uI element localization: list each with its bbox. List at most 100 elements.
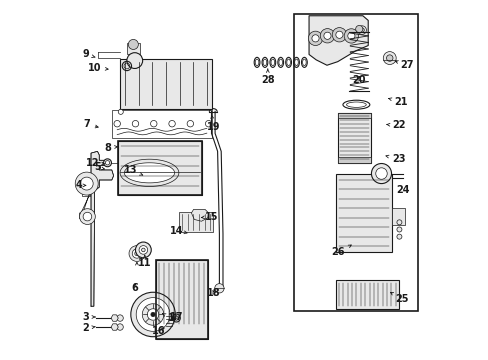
Circle shape	[168, 121, 175, 127]
Circle shape	[132, 121, 139, 127]
Circle shape	[205, 121, 211, 127]
Circle shape	[103, 159, 111, 167]
Circle shape	[151, 312, 155, 317]
Polygon shape	[111, 324, 118, 330]
Text: 1: 1	[162, 313, 174, 323]
Circle shape	[118, 109, 123, 114]
Circle shape	[375, 168, 386, 179]
Bar	[120, 59, 212, 109]
Circle shape	[359, 28, 364, 32]
Circle shape	[105, 161, 109, 165]
Text: 26: 26	[331, 245, 350, 257]
Circle shape	[136, 298, 169, 331]
Text: 8: 8	[104, 143, 117, 153]
Polygon shape	[111, 315, 118, 321]
Circle shape	[386, 55, 392, 61]
Text: 16: 16	[152, 325, 165, 336]
Polygon shape	[120, 159, 179, 186]
Polygon shape	[80, 180, 95, 219]
Circle shape	[396, 234, 401, 239]
Text: 22: 22	[386, 121, 405, 130]
Text: 6: 6	[131, 283, 138, 293]
Bar	[338, 157, 370, 163]
Text: 4: 4	[75, 180, 85, 190]
Circle shape	[187, 121, 193, 127]
Text: 28: 28	[261, 69, 274, 85]
Circle shape	[75, 172, 98, 195]
Polygon shape	[91, 151, 113, 306]
Circle shape	[396, 220, 401, 225]
Circle shape	[150, 121, 157, 127]
Text: 14: 14	[170, 226, 186, 236]
Bar	[335, 174, 391, 252]
Circle shape	[331, 28, 346, 42]
Bar	[130, 54, 139, 60]
Circle shape	[117, 324, 123, 330]
Circle shape	[114, 121, 120, 127]
Circle shape	[80, 177, 93, 190]
Circle shape	[142, 304, 163, 325]
Bar	[166, 313, 172, 326]
Bar	[351, 26, 366, 32]
Circle shape	[320, 28, 334, 43]
Circle shape	[132, 249, 142, 258]
Text: 13: 13	[123, 165, 142, 175]
Polygon shape	[124, 163, 174, 183]
Circle shape	[135, 251, 139, 256]
Circle shape	[344, 29, 358, 43]
Circle shape	[128, 40, 138, 49]
Bar	[118, 140, 202, 195]
Text: 27: 27	[394, 59, 412, 69]
Bar	[338, 113, 370, 118]
Circle shape	[335, 31, 342, 39]
Text: 3: 3	[82, 312, 95, 322]
Text: 2: 2	[82, 323, 95, 333]
Circle shape	[308, 31, 322, 45]
Text: 19: 19	[207, 116, 220, 132]
Bar	[338, 113, 370, 163]
Circle shape	[371, 163, 391, 184]
Bar	[126, 43, 140, 54]
Text: 20: 20	[352, 75, 365, 85]
Bar	[155, 260, 207, 338]
Text: 18: 18	[207, 288, 221, 298]
Circle shape	[126, 53, 142, 68]
Bar	[112, 110, 212, 138]
Circle shape	[129, 246, 144, 261]
Circle shape	[311, 35, 319, 42]
Text: 7: 7	[83, 120, 98, 129]
Text: 9: 9	[82, 49, 95, 59]
Circle shape	[139, 246, 147, 254]
Text: 12: 12	[86, 158, 104, 168]
Circle shape	[131, 292, 175, 337]
Circle shape	[83, 212, 92, 221]
Polygon shape	[191, 210, 208, 221]
Text: 15: 15	[201, 212, 218, 221]
Circle shape	[347, 32, 354, 40]
Text: 5: 5	[94, 162, 104, 172]
Bar	[82, 185, 90, 196]
Text: 24: 24	[395, 185, 409, 195]
Text: 17: 17	[170, 312, 183, 322]
Text: 21: 21	[387, 97, 407, 107]
Circle shape	[147, 309, 159, 320]
Bar	[335, 280, 398, 309]
Circle shape	[355, 26, 362, 33]
Polygon shape	[308, 16, 367, 65]
Circle shape	[357, 26, 366, 35]
Bar	[118, 140, 202, 195]
Circle shape	[117, 315, 123, 321]
Text: 11: 11	[138, 255, 151, 268]
Circle shape	[396, 227, 401, 232]
Bar	[293, 14, 418, 311]
Bar	[391, 208, 405, 225]
Circle shape	[383, 51, 395, 64]
Text: 25: 25	[390, 292, 407, 304]
Circle shape	[80, 209, 95, 225]
Circle shape	[323, 32, 330, 39]
Bar	[179, 212, 213, 232]
Circle shape	[142, 248, 145, 252]
Bar	[155, 260, 207, 338]
Text: 10: 10	[88, 63, 108, 73]
Circle shape	[214, 284, 224, 293]
